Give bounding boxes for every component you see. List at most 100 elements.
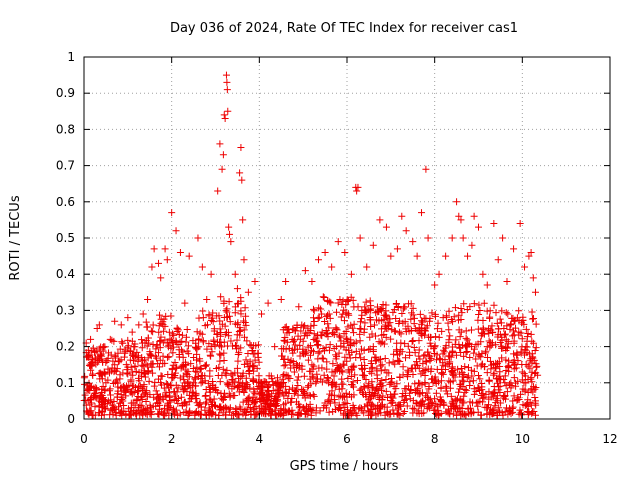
data-point xyxy=(300,390,308,398)
data-point xyxy=(242,321,250,329)
data-point xyxy=(422,165,430,173)
data-point xyxy=(509,397,517,405)
data-point xyxy=(422,357,430,365)
data-point xyxy=(365,411,373,419)
data-point xyxy=(102,379,110,387)
data-point xyxy=(227,337,235,345)
data-point xyxy=(145,377,153,385)
data-point xyxy=(463,348,471,356)
data-point xyxy=(466,353,474,361)
data-point xyxy=(339,411,347,419)
data-point xyxy=(182,333,190,341)
data-point xyxy=(378,386,386,394)
data-point xyxy=(406,395,414,403)
data-point xyxy=(373,303,381,311)
data-point xyxy=(344,297,352,305)
data-point xyxy=(234,383,242,391)
data-point xyxy=(371,353,379,361)
data-point xyxy=(528,315,536,323)
data-point xyxy=(84,386,92,394)
data-point xyxy=(146,401,154,409)
data-point xyxy=(442,382,450,390)
data-point xyxy=(452,336,460,344)
data-point xyxy=(524,329,532,337)
data-point xyxy=(124,363,132,371)
data-point xyxy=(191,375,199,383)
data-point xyxy=(358,311,366,319)
data-point xyxy=(280,405,288,413)
data-point xyxy=(494,325,502,333)
data-point xyxy=(236,403,244,411)
data-point xyxy=(307,380,315,388)
data-point xyxy=(86,351,94,359)
data-point xyxy=(268,408,276,416)
data-point xyxy=(242,312,250,320)
data-point xyxy=(393,409,401,417)
data-point xyxy=(158,372,166,380)
data-point xyxy=(201,406,209,414)
data-point xyxy=(208,348,216,356)
data-point xyxy=(399,390,407,398)
data-point xyxy=(84,346,92,354)
data-point xyxy=(172,364,180,372)
data-point xyxy=(372,385,380,393)
data-point xyxy=(211,401,219,409)
data-point xyxy=(135,321,143,329)
data-point xyxy=(118,407,126,415)
data-point xyxy=(489,371,497,379)
data-point xyxy=(234,319,242,327)
data-point xyxy=(304,324,312,332)
data-point xyxy=(532,344,540,352)
data-point xyxy=(260,408,268,416)
data-point xyxy=(506,325,514,333)
data-point xyxy=(244,400,252,408)
data-point xyxy=(294,408,302,416)
data-point xyxy=(325,346,333,354)
data-point xyxy=(353,411,361,419)
data-point xyxy=(182,360,190,368)
data-point xyxy=(139,357,147,365)
data-point xyxy=(378,305,386,313)
data-point xyxy=(235,374,243,382)
data-point xyxy=(129,371,137,379)
data-point xyxy=(213,330,221,338)
data-point xyxy=(398,212,406,220)
data-point xyxy=(318,310,326,318)
data-point xyxy=(165,328,173,336)
data-point xyxy=(112,367,120,375)
data-point xyxy=(360,325,368,333)
data-point xyxy=(462,410,470,418)
data-point xyxy=(498,307,506,315)
data-point xyxy=(531,397,539,405)
data-point xyxy=(255,404,263,412)
data-point xyxy=(89,357,97,365)
data-point xyxy=(195,400,203,408)
data-point xyxy=(329,408,337,416)
data-point xyxy=(396,350,404,358)
data-point xyxy=(89,411,97,419)
data-point xyxy=(201,392,209,400)
data-point xyxy=(416,355,424,363)
data-point xyxy=(198,263,206,271)
data-point xyxy=(152,345,160,353)
data-point xyxy=(339,401,347,409)
data-point xyxy=(124,314,132,322)
data-point xyxy=(216,325,224,333)
data-point xyxy=(127,347,135,355)
data-point xyxy=(96,375,104,383)
data-point xyxy=(450,313,458,321)
data-point xyxy=(522,325,530,333)
data-point xyxy=(147,327,155,335)
data-point xyxy=(431,375,439,383)
data-point xyxy=(377,339,385,347)
data-point xyxy=(210,327,218,335)
data-point xyxy=(380,311,388,319)
data-point xyxy=(110,337,118,345)
data-point xyxy=(145,339,153,347)
data-point xyxy=(341,248,349,256)
data-point xyxy=(234,299,242,307)
data-point xyxy=(493,392,501,400)
data-point xyxy=(512,382,520,390)
data-point xyxy=(225,390,233,398)
data-point xyxy=(133,348,141,356)
